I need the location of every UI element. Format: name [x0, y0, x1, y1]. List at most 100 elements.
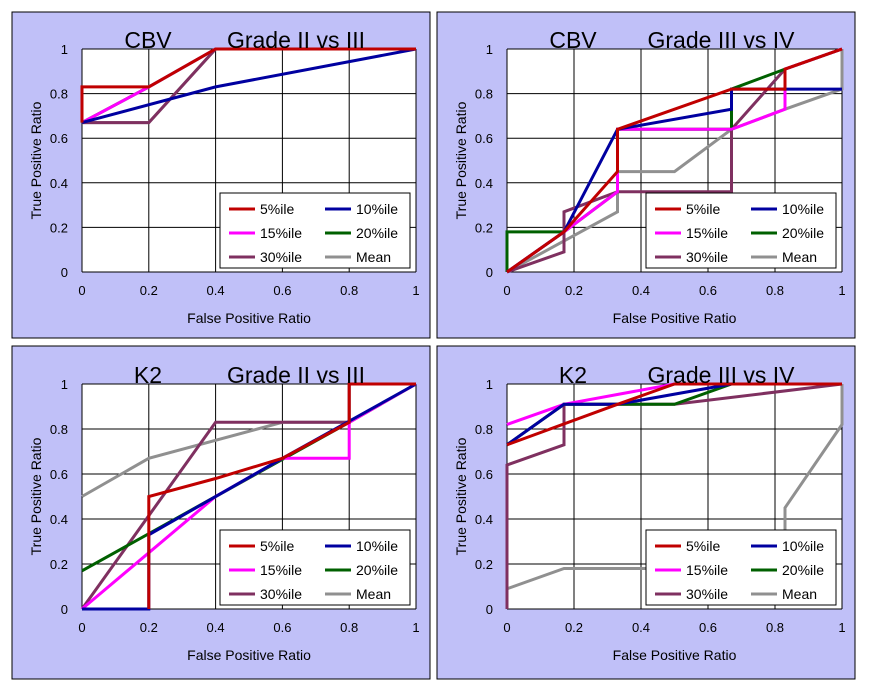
legend-label: 15%ile: [686, 562, 728, 578]
x-tick-label: 0: [78, 283, 85, 298]
legend-label: 10%ile: [782, 538, 824, 554]
x-tick-label: 0.6: [699, 283, 717, 298]
x-axis-label: False Positive Ratio: [187, 310, 311, 326]
y-tick-label: 0.4: [50, 512, 68, 527]
roc-panel-4: 0 0.2 0.4 0.6 0.8 1 0 0.2 0.4 0.6 0.8 1 K2 Grade III …: [436, 345, 856, 680]
legend-label: 10%ile: [782, 201, 824, 217]
x-tick-label: 0.6: [273, 283, 291, 298]
x-axis-label: False Positive Ratio: [613, 310, 737, 326]
series-line-30pctile: [506, 47, 843, 274]
legend-label: 5%ile: [686, 538, 720, 554]
roc-panel-3: 0 0.2 0.4 0.6 0.8 1 0 0.2 0.4 0.6 0.8 1 K2 Grade II v…: [11, 345, 431, 680]
y-tick-label: 0: [61, 602, 68, 617]
series-line-5pctile: [80, 47, 416, 123]
legend-label: Mean: [356, 249, 391, 265]
chart-title-parameter: CBV: [549, 27, 597, 53]
series-line-10pctile: [81, 47, 417, 125]
y-tick-label: 0: [61, 265, 68, 280]
y-tick-label: 0.4: [475, 176, 493, 191]
roc-panel-2: 0 0.2 0.4 0.6 0.8 1 0 0.2 0.4 0.6 0.8 1 CBV Grade III…: [436, 11, 856, 339]
y-axis-label: True Positive Ratio: [453, 101, 469, 219]
chart-title-parameter: K2: [559, 362, 587, 388]
legend: 5%ile 10%ile 15%ile 20%ile 30%ile Mean: [645, 529, 837, 606]
y-tick-label: 0.6: [50, 131, 68, 146]
legend-label: 15%ile: [686, 225, 728, 241]
y-tick-label: 0.2: [50, 557, 68, 572]
legend-label: 10%ile: [356, 538, 398, 554]
x-tick-label: 0.4: [632, 620, 650, 635]
x-axis-label: False Positive Ratio: [187, 647, 311, 663]
legend-label: 30%ile: [686, 586, 728, 602]
legend-label: 30%ile: [260, 249, 302, 265]
y-tick-label: 0.4: [475, 512, 493, 527]
y-tick-label: 0.2: [475, 220, 493, 235]
y-tick-label: 1: [486, 42, 493, 57]
legend-label: 15%ile: [260, 562, 302, 578]
legend-label: 5%ile: [260, 538, 294, 554]
series-line-5pctile: [506, 382, 842, 447]
legend-label: 30%ile: [686, 249, 728, 265]
x-tick-label: 0.2: [565, 620, 583, 635]
y-tick-label: 0: [486, 265, 493, 280]
x-tick-label: 0.2: [565, 283, 583, 298]
chart-title-grade: Grade II vs III: [227, 362, 365, 388]
y-tick-label: 1: [61, 377, 68, 392]
y-tick-label: 0.8: [475, 87, 493, 102]
chart-title-grade: Grade II vs III: [227, 27, 365, 53]
x-tick-label: 0.6: [699, 620, 717, 635]
y-axis-label: True Positive Ratio: [453, 437, 469, 555]
legend: 5%ile 10%ile 15%ile 20%ile 30%ile Mean: [219, 192, 411, 269]
chart-title-parameter: K2: [134, 362, 162, 388]
y-tick-label: 0.8: [50, 422, 68, 437]
legend-label: 15%ile: [260, 225, 302, 241]
x-tick-label: 0.8: [340, 283, 358, 298]
x-tick-label: 1: [838, 620, 845, 635]
y-tick-label: 0.8: [50, 87, 68, 102]
x-tick-label: 0.4: [632, 283, 650, 298]
legend: 5%ile 10%ile 15%ile 20%ile 30%ile Mean: [219, 529, 411, 606]
y-tick-label: 0.6: [50, 467, 68, 482]
legend-label: 30%ile: [260, 586, 302, 602]
legend-label: Mean: [782, 249, 817, 265]
legend-label: 20%ile: [356, 562, 398, 578]
y-tick-label: 1: [486, 377, 493, 392]
y-tick-label: 0: [486, 602, 493, 617]
legend-label: Mean: [782, 586, 817, 602]
y-axis-label: True Positive Ratio: [28, 437, 44, 555]
legend-label: 20%ile: [356, 225, 398, 241]
legend-label: 10%ile: [356, 201, 398, 217]
x-tick-label: 0.2: [140, 620, 158, 635]
x-tick-label: 0: [503, 283, 510, 298]
x-tick-label: 1: [412, 620, 419, 635]
y-tick-label: 0.6: [475, 467, 493, 482]
y-tick-label: 0.2: [50, 220, 68, 235]
y-tick-label: 1: [61, 42, 68, 57]
x-tick-label: 0.4: [207, 620, 225, 635]
roc-panel-1: 0 0.2 0.4 0.6 0.8 1 0 0.2 0.4 0.6 0.8 1 CBV Grade II …: [11, 11, 431, 339]
series-line-mean: [506, 49, 844, 274]
series-line-5pctile: [506, 47, 843, 274]
x-tick-label: 0.6: [273, 620, 291, 635]
y-tick-label: 0.4: [50, 176, 68, 191]
chart-title-parameter: CBV: [124, 27, 172, 53]
y-tick-label: 0.6: [475, 131, 493, 146]
legend-label: 20%ile: [782, 562, 824, 578]
y-tick-label: 0.2: [475, 557, 493, 572]
x-tick-label: 0.8: [766, 620, 784, 635]
legend: 5%ile 10%ile 15%ile 20%ile 30%ile Mean: [645, 192, 837, 269]
legend-label: 5%ile: [686, 201, 720, 217]
chart-title-grade: Grade III vs IV: [648, 27, 796, 53]
x-tick-label: 0: [78, 620, 85, 635]
x-tick-label: 1: [838, 283, 845, 298]
x-tick-label: 0.2: [140, 283, 158, 298]
chart-title-grade: Grade III vs IV: [648, 362, 796, 388]
legend-label: 5%ile: [260, 201, 294, 217]
y-tick-label: 0.8: [475, 422, 493, 437]
legend-label: 20%ile: [782, 225, 824, 241]
x-tick-label: 0.8: [340, 620, 358, 635]
x-axis-label: False Positive Ratio: [613, 647, 737, 663]
x-tick-label: 0.4: [207, 283, 225, 298]
x-tick-label: 1: [412, 283, 419, 298]
x-tick-label: 0.8: [766, 283, 784, 298]
